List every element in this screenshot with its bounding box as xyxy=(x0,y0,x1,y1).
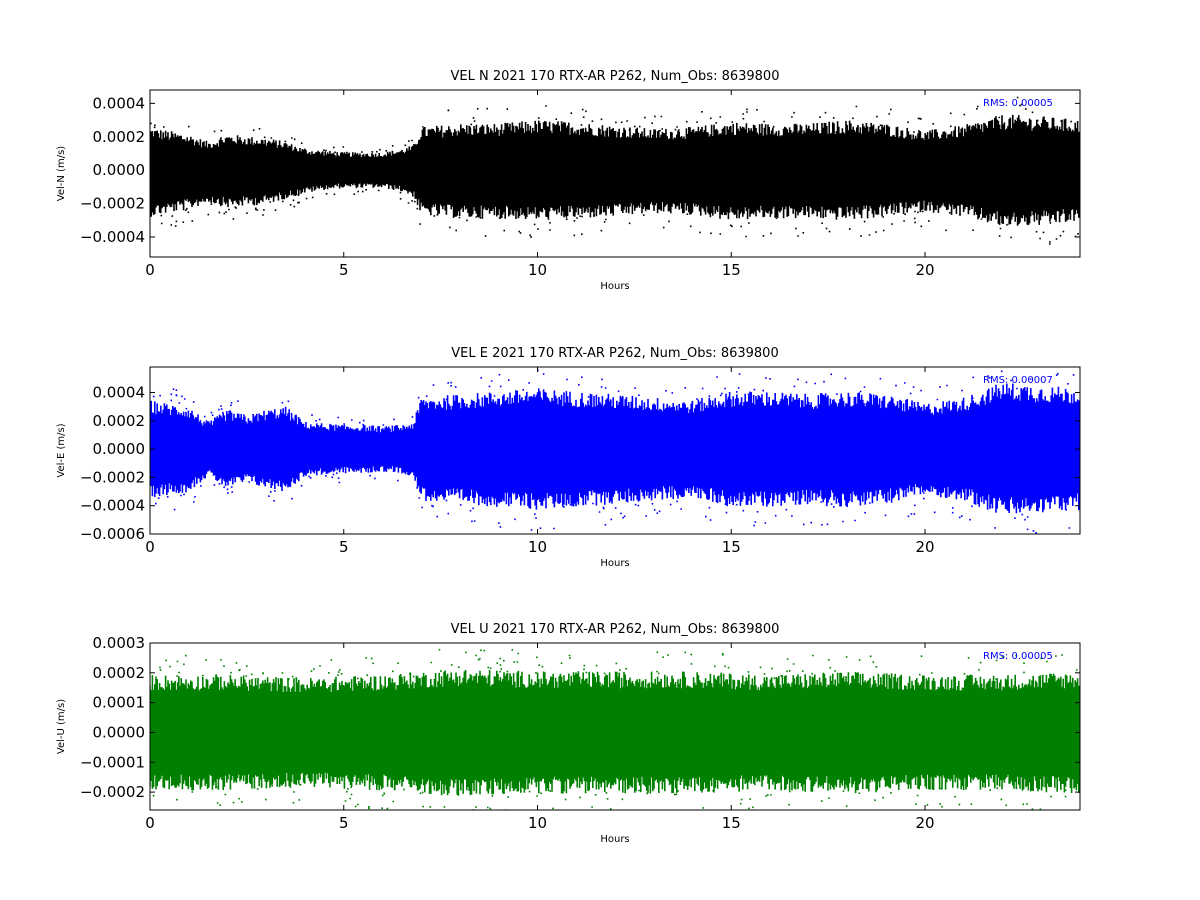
y-tick-label: −0.0004 xyxy=(80,228,145,246)
chart-panel-3: 0 5 10 15 20 −0.0002 −0.0001 0.0000 0.0001 0.0002… xyxy=(56,622,1081,845)
chart-title: VEL N 2021 170 RTX-AR P262, Num_Obs: 863… xyxy=(451,69,780,84)
y-tick-label: 0.0003 xyxy=(93,634,146,652)
x-tick-label: 5 xyxy=(339,814,349,832)
axes-frame xyxy=(149,366,1081,535)
y-tick-label: −0.0002 xyxy=(80,195,145,213)
y-tick-label: −0.0006 xyxy=(80,525,145,543)
x-tick-label: 5 xyxy=(339,538,349,556)
x-tick-label: 0 xyxy=(145,261,155,279)
chart-title: VEL U 2021 170 RTX-AR P262, Num_Obs: 863… xyxy=(451,622,780,637)
x-tick-label: 5 xyxy=(339,261,349,279)
data-series xyxy=(150,369,1080,534)
chart-title: VEL E 2021 170 RTX-AR P262, Num_Obs: 863… xyxy=(451,346,778,361)
y-tick-label: 0.0002 xyxy=(93,664,146,682)
x-tick-label: 20 xyxy=(915,538,934,556)
x-tick-label: 10 xyxy=(528,261,547,279)
x-axis-label: Hours xyxy=(600,558,629,569)
chart-panel-2: 0 5 10 15 20 −0.0006 −0.0004 −0.0002 0.0000 0.000… xyxy=(56,346,1081,569)
rms-annotation: RMS: 0.00005 xyxy=(983,651,1053,662)
x-tick-label: 20 xyxy=(915,261,934,279)
y-axis-label: Vel-N (m/s) xyxy=(56,146,67,201)
x-tick-label: 10 xyxy=(528,538,547,556)
data-series xyxy=(150,648,1080,810)
rms-annotation: RMS: 0.00005 xyxy=(983,98,1053,109)
x-tick-label: 15 xyxy=(722,538,741,556)
y-axis-label: Vel-U (m/s) xyxy=(56,699,67,754)
x-axis-label: Hours xyxy=(600,281,629,292)
y-tick-label: 0.0004 xyxy=(93,383,146,401)
y-tick-label: −0.0001 xyxy=(80,753,145,771)
x-tick-label: 15 xyxy=(722,261,741,279)
y-tick-label: 0.0000 xyxy=(93,440,146,458)
y-tick-label: −0.0002 xyxy=(80,468,145,486)
y-tick-label: 0.0004 xyxy=(93,94,146,112)
y-tick-label: 0.0000 xyxy=(93,161,146,179)
x-tick-label: 10 xyxy=(528,814,547,832)
y-tick-label: 0.0002 xyxy=(93,128,146,146)
data-band xyxy=(150,670,1080,796)
y-tick-label: 0.0002 xyxy=(93,412,146,430)
y-tick-label: 0.0001 xyxy=(93,694,146,712)
y-axis-label: Vel-E (m/s) xyxy=(56,423,67,477)
x-tick-label: 0 xyxy=(145,538,155,556)
x-tick-label: 0 xyxy=(145,814,155,832)
data-band xyxy=(150,383,1080,514)
x-axis-label: Hours xyxy=(600,834,629,845)
data-band xyxy=(150,114,1080,226)
y-tick-label: −0.0004 xyxy=(80,497,145,515)
axes-frame xyxy=(149,89,1081,258)
y-tick-label: −0.0002 xyxy=(80,783,145,801)
y-tick-label: 0.0000 xyxy=(93,723,146,741)
data-series xyxy=(150,96,1080,245)
axes-frame xyxy=(149,642,1081,811)
x-tick-label: 15 xyxy=(722,814,741,832)
chart-panel-1: 0 5 10 15 20 −0.0004 −0.0002 0.0000 0.0002 0.0004… xyxy=(56,69,1081,292)
rms-annotation: RMS: 0.00007 xyxy=(983,375,1053,386)
x-tick-label: 20 xyxy=(915,814,934,832)
